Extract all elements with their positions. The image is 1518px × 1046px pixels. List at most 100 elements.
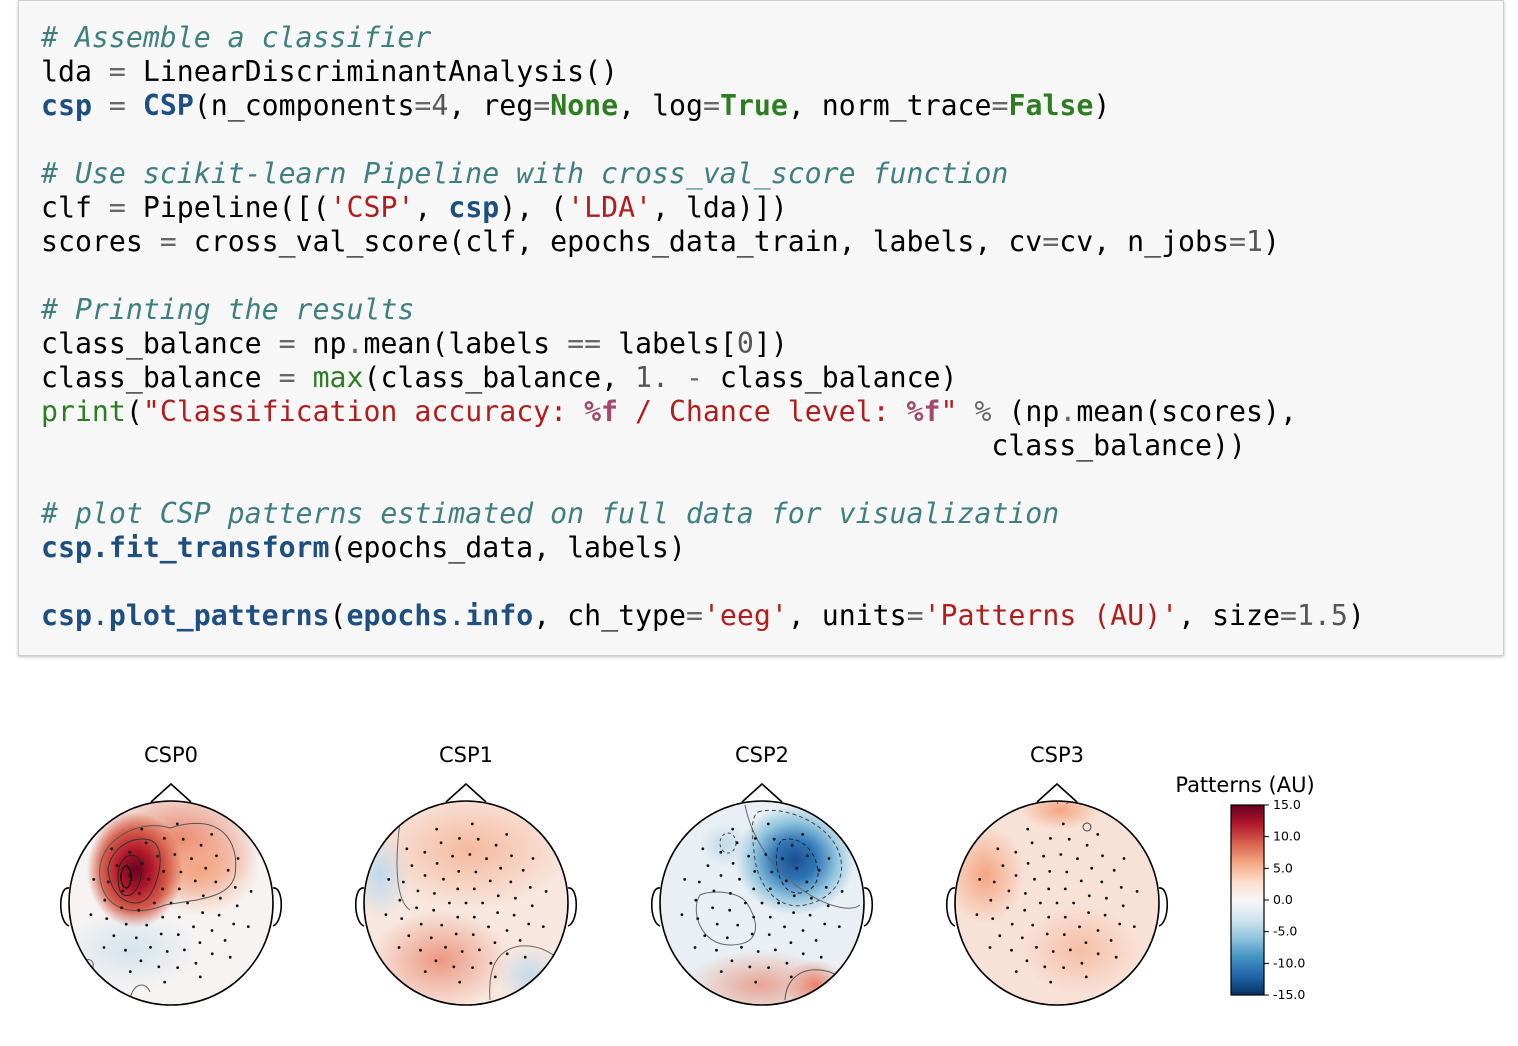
sensor-dot [432,908,436,912]
colorbar-tick-label: 0.0 [1273,892,1293,907]
code-token: = [159,225,177,258]
code-token: = [1228,225,1246,258]
code-token: class_balance)) [41,429,1246,462]
topomap-title: CSP3 [1030,743,1084,767]
sensor-dot [223,939,227,942]
sensor-dot [719,874,723,877]
sensor-dot [161,915,165,919]
sensor-dot [1047,887,1051,891]
code-token: = [991,89,1009,122]
sensor-dot [249,890,253,893]
code-token: = [108,55,126,88]
code-line: # Printing the results [41,293,414,326]
sensor-dot [728,908,732,912]
sensor-dot [738,877,741,881]
sensor-dot [1087,894,1091,898]
code-line: csp.fit_transform(epochs_data, labels) [41,531,686,564]
sensor-dot [1048,870,1052,873]
sensor-dot [458,980,462,984]
code-line: csp.plot_patterns(epochs.info, ch_type='… [41,599,1365,632]
sensor-dot [1096,833,1100,836]
sensor-dot [228,955,232,959]
sensor-dot [496,911,499,914]
code-token: 'CSP' [329,191,415,224]
sensor-dot [1063,887,1067,891]
sensor-dot [162,870,166,873]
code-cell[interactable]: # Assemble a classifier lda = LinearDisc… [18,0,1504,656]
sensor-dot [1118,922,1122,926]
code-token: scores [41,225,160,258]
sensor-dot [748,965,752,969]
sensor-dot [105,917,109,920]
sensor-dot [487,925,490,929]
code-token: csp [41,599,92,632]
sensor-dot [1031,923,1035,927]
sensor-dot [1014,850,1018,854]
sensor-dot [472,915,476,919]
code-token: # Use scikit-learn Pipeline with cross_v… [41,157,1009,190]
code-editor[interactable]: # Assemble a classifier lda = LinearDisc… [41,21,1365,633]
code-token: , norm_trace [787,89,992,122]
code-token: . [91,599,109,632]
code-token: csp [448,191,500,224]
sensor-dot [988,946,992,949]
code-token [92,89,109,122]
code-token: = [414,89,432,122]
code-token: = [1042,225,1060,258]
sensor-dot [541,925,545,928]
sensor-dot [493,975,497,979]
sensor-dot [435,827,439,831]
sensor-dot [128,970,132,973]
sensor-dot [801,833,805,836]
sensor-dot [496,894,500,898]
sensor-dot [781,857,784,861]
topomap-csp3: CSP3 [945,743,1169,1006]
code-token: = [108,191,126,224]
sensor-dot [530,904,534,908]
sensor-dot [451,854,454,858]
sensor-dot [531,857,535,860]
sensor-dot [147,877,150,881]
sensor-dot [204,866,208,870]
code-token: , lda)]) [652,191,788,224]
sensor-dot [768,887,772,891]
sensor-dot [476,837,480,841]
sensor-dot [419,922,423,926]
sensor-dot [89,913,93,916]
sensor-dot [1023,908,1027,912]
sensor-dot [693,946,697,949]
sensor-dot [1122,857,1126,860]
sensor-dot [179,870,183,874]
code-token: . [346,327,364,360]
sensor-dot [210,929,214,932]
sensor-dot [198,941,202,944]
code-token: ( [125,395,143,428]
sensor-dot [701,847,705,851]
sensor-dot [423,874,427,877]
code-token: ) [1093,89,1111,122]
sensor-dot [493,941,497,944]
sensor-dot [819,955,823,959]
sensor-dot [398,898,402,902]
sensor-dot [478,948,481,952]
sensor-dot [1119,886,1123,889]
sensor-dot [405,847,409,851]
sensor-dot [744,901,747,905]
sensor-dot [439,841,443,845]
sensor-dot [729,892,732,895]
sensor-dot [514,896,517,900]
code-token: ), ( [499,191,568,224]
code-token: 1.5 [1296,599,1348,632]
sensor-dot [1084,975,1088,979]
sensor-dot [767,933,771,936]
sensor-dot [731,827,735,831]
code-token: 1 [1245,225,1263,258]
code-token: , ch_type [533,599,686,632]
sensor-dot [457,870,461,873]
sensor-dot [814,939,818,942]
code-token: ( [329,599,347,632]
sensor-dot [770,870,774,874]
code-line: clf = Pipeline([('CSP', csp), ('LDA', ld… [41,191,788,224]
sensor-dot [165,950,169,953]
sensor-dot [1047,915,1051,919]
